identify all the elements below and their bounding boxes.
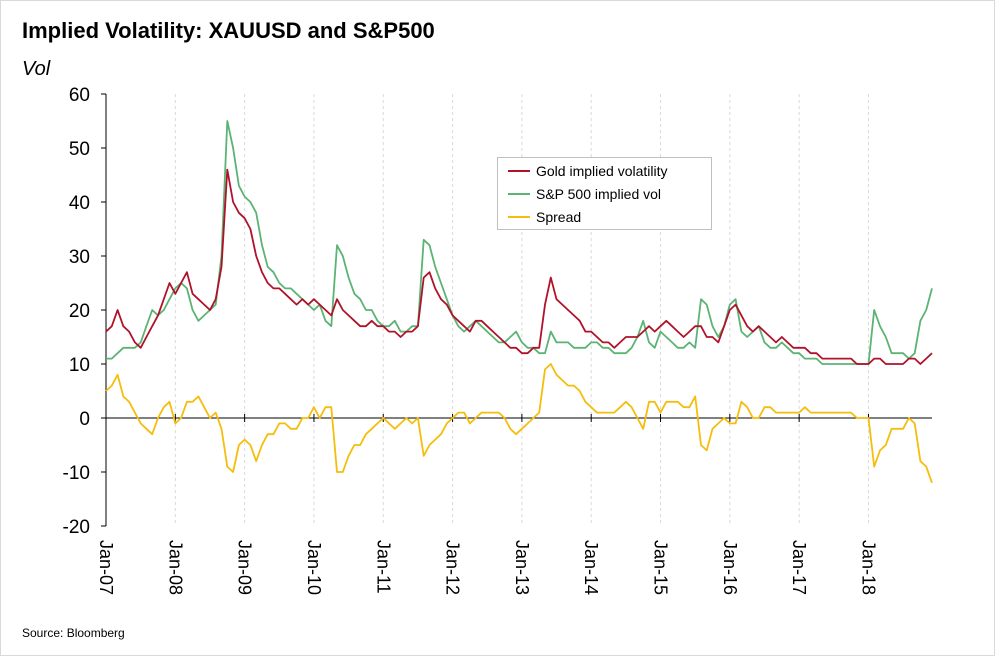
y-tick-label: 40 xyxy=(69,193,90,214)
y-tick-label: 10 xyxy=(69,355,90,376)
x-tick-label: Jan-11 xyxy=(373,540,393,594)
legend-label-spread: Spread xyxy=(536,209,582,225)
legend-label-spx: S&P 500 implied vol xyxy=(536,186,662,202)
y-tick-label: -20 xyxy=(63,517,90,538)
source-note: Source: Bloomberg xyxy=(22,626,125,640)
legend-item-spx: S&P 500 implied vol xyxy=(508,184,661,204)
x-tick-label: Jan-16 xyxy=(720,540,740,595)
x-tick-label: Jan-09 xyxy=(235,540,255,595)
y-tick-label: 0 xyxy=(79,409,90,430)
series-line-spread xyxy=(105,363,933,484)
x-tick-label: Jan-10 xyxy=(304,540,324,595)
legend-item-spread: Spread xyxy=(508,207,581,227)
series-lines xyxy=(105,120,933,484)
series-line-gold xyxy=(105,168,933,365)
legend-label-gold: Gold implied volatility xyxy=(536,163,668,179)
x-tick-label: Jan-14 xyxy=(581,540,601,595)
legend: Gold implied volatility S&P 500 implied … xyxy=(497,157,712,230)
y-tick-label: 30 xyxy=(69,247,90,268)
y-tick-label: 60 xyxy=(69,85,90,106)
legend-swatch-gold xyxy=(508,170,530,172)
x-tick-label: Jan-15 xyxy=(651,540,671,595)
x-tick-label: Jan-18 xyxy=(858,540,878,595)
series-line-spx xyxy=(106,120,933,365)
legend-swatch-spread xyxy=(508,216,530,218)
axes: -20 -10 0 10 20 30 40 50 60 Jan-07 Jan-08 Jan-09 Jan… xyxy=(63,85,932,595)
x-tick-label: Jan-17 xyxy=(789,540,809,595)
y-tick-label: 20 xyxy=(69,301,90,322)
y-tick-label: 50 xyxy=(69,139,90,160)
y-tick-label: -10 xyxy=(63,463,90,484)
chart-title: Implied Volatility: XAUUSD and S&P500 xyxy=(22,18,435,43)
legend-item-gold: Gold implied volatility xyxy=(508,161,668,181)
x-tick-label: Jan-08 xyxy=(165,540,185,595)
y-axis-unit-label: Vol xyxy=(22,58,51,80)
x-tick-label: Jan-12 xyxy=(443,540,463,595)
x-tick-label: Jan-07 xyxy=(96,540,116,595)
legend-swatch-spx xyxy=(508,193,530,195)
x-tick-label: Jan-13 xyxy=(512,540,532,595)
grid-lines xyxy=(105,94,869,526)
